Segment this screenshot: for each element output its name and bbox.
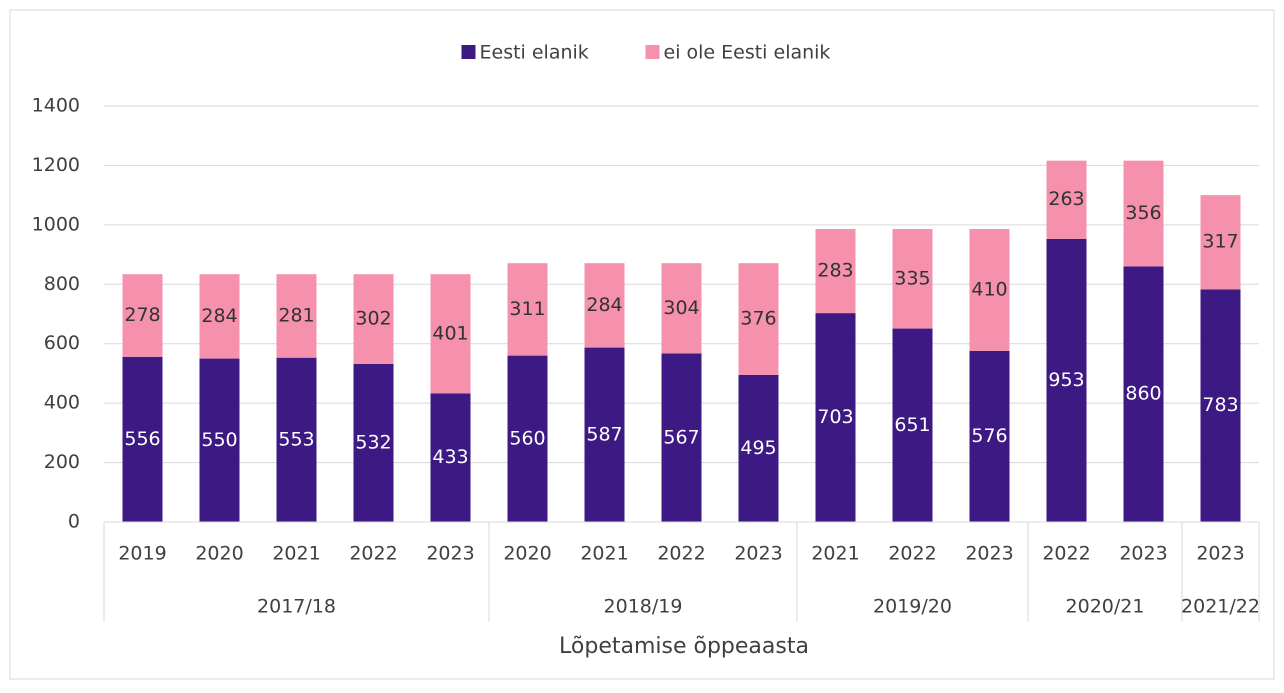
group-label: 2020/21 — [1066, 596, 1145, 618]
bar-segment — [430, 274, 471, 394]
group-label: 2018/19 — [604, 596, 683, 618]
x-tick-label: 2019 — [118, 543, 166, 565]
y-tick-label: 1000 — [32, 213, 80, 235]
legend: Eesti elanik ei ole Eesti elanik — [461, 42, 831, 64]
x-tick-label: 2022 — [888, 543, 936, 565]
bar-segment — [584, 263, 625, 348]
data-label: 860 — [1125, 383, 1161, 405]
x-tick-label: 2022 — [1042, 543, 1090, 565]
data-label: 283 — [817, 260, 853, 282]
data-label: 553 — [278, 428, 314, 450]
bar-segment — [122, 356, 163, 522]
y-tick-label: 200 — [44, 451, 80, 473]
legend-swatch — [461, 45, 476, 59]
bar-segment — [1200, 195, 1241, 290]
data-label: 263 — [1048, 188, 1084, 210]
bar-segment — [1046, 160, 1087, 239]
bar-segment — [430, 393, 471, 522]
data-label: 284 — [586, 294, 622, 316]
data-label: 953 — [1048, 369, 1084, 391]
x-tick-label: 2022 — [349, 543, 397, 565]
x-tick-label: 2021 — [272, 543, 320, 565]
legend-label: ei ole Eesti elanik — [664, 42, 831, 64]
bar-segment — [276, 357, 317, 522]
bar-segment — [969, 350, 1010, 522]
data-label: 410 — [971, 278, 1007, 300]
bar-segment — [1123, 266, 1164, 522]
x-tick-label: 2020 — [503, 543, 551, 565]
bar-segment — [815, 313, 856, 522]
data-label: 317 — [1202, 231, 1238, 253]
bar-segment — [738, 263, 779, 375]
bar-segment — [892, 328, 933, 522]
data-label: 703 — [817, 406, 853, 428]
x-tick-label: 2023 — [1196, 543, 1244, 565]
y-tick-label: 800 — [44, 273, 80, 295]
data-label: 278 — [124, 304, 160, 326]
legend-label: Eesti elanik — [480, 42, 589, 64]
x-tick-label: 2023 — [426, 543, 474, 565]
data-label: 567 — [663, 426, 699, 448]
bar-segment — [969, 229, 1010, 351]
y-tick-label: 0 — [68, 511, 80, 533]
data-label: 302 — [355, 308, 391, 330]
group-label: 2019/20 — [873, 596, 952, 618]
bar-segment — [507, 263, 548, 356]
bar-segment — [199, 358, 240, 522]
data-label: 433 — [432, 446, 468, 468]
legend-swatch — [645, 45, 660, 59]
bar-segment — [661, 353, 702, 522]
data-label: 550 — [201, 429, 237, 451]
data-label: 560 — [509, 427, 545, 449]
bar-segment — [353, 274, 394, 364]
x-tick-label: 2023 — [734, 543, 782, 565]
data-label: 284 — [201, 305, 237, 327]
data-label: 304 — [663, 297, 699, 319]
bar-segment — [199, 274, 240, 359]
data-label: 335 — [894, 267, 930, 289]
y-tick-label: 1200 — [32, 154, 80, 176]
x-tick-label: 2022 — [657, 543, 705, 565]
bar-segment — [507, 355, 548, 522]
bar-segment — [122, 274, 163, 357]
group-label: 2021/22 — [1181, 596, 1260, 618]
bar-segment — [353, 363, 394, 522]
bar-segment — [276, 274, 317, 358]
y-tick-label: 1400 — [32, 95, 80, 117]
data-label: 532 — [355, 431, 391, 453]
data-label: 587 — [586, 423, 622, 445]
data-label: 311 — [509, 298, 545, 320]
x-tick-label: 2023 — [1119, 543, 1167, 565]
data-label: 356 — [1125, 202, 1161, 224]
data-label: 281 — [278, 304, 314, 326]
group-label: 2017/18 — [257, 596, 336, 618]
x-tick-label: 2021 — [580, 543, 628, 565]
bar-segment — [584, 347, 625, 522]
data-label: 495 — [740, 437, 776, 459]
x-axis-title: Lõpetamise õppeaasta — [559, 634, 809, 659]
data-label: 401 — [432, 322, 468, 344]
x-tick-label: 2023 — [965, 543, 1013, 565]
y-tick-label: 600 — [44, 332, 80, 354]
bar-segment — [815, 229, 856, 314]
data-label: 651 — [894, 414, 930, 436]
data-label: 783 — [1202, 394, 1238, 416]
bar-segment — [1200, 289, 1241, 522]
x-tick-label: 2021 — [811, 543, 859, 565]
bar-segment — [1123, 160, 1164, 267]
data-label: 576 — [971, 425, 1007, 447]
bar-segment — [738, 374, 779, 522]
y-tick-label: 400 — [44, 392, 80, 414]
x-tick-label: 2020 — [195, 543, 243, 565]
bar-segment — [661, 263, 702, 354]
bar-segment — [1046, 238, 1087, 522]
data-label: 556 — [124, 428, 160, 450]
data-label: 376 — [740, 308, 776, 330]
bar-segment — [892, 229, 933, 329]
